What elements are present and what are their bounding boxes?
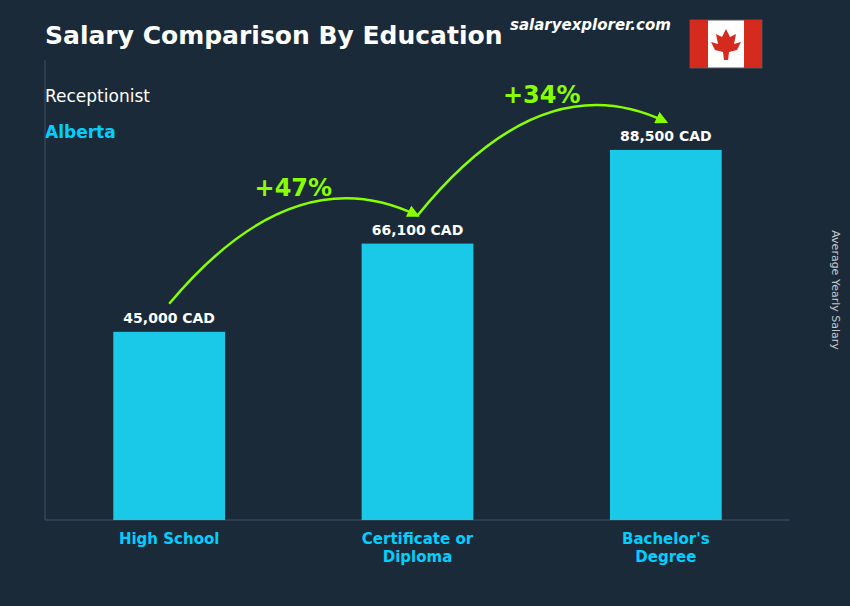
growth-arrow <box>418 105 666 216</box>
chart: Salary Comparison By Education Receptioni… <box>0 0 850 606</box>
title: Salary Comparison By Education <box>45 21 502 50</box>
value-label: 45,000 CAD <box>123 310 215 326</box>
growth-label: +34% <box>503 81 581 109</box>
bar <box>362 244 474 520</box>
x-tick-label-line: Diploma <box>383 548 453 566</box>
bar <box>113 332 225 520</box>
flag-stripe <box>690 20 708 68</box>
growth-label: +47% <box>255 174 333 202</box>
y-axis-label: Average Yearly Salary <box>829 230 842 350</box>
value-label: 88,500 CAD <box>620 128 712 144</box>
subtitle: Alberta <box>45 122 116 142</box>
flag-leaf <box>711 29 741 60</box>
bars <box>113 150 721 520</box>
y-axis-line <box>45 60 46 520</box>
bar <box>610 150 722 520</box>
x-tick-label-line: Certificate or <box>362 530 474 548</box>
flag-field <box>690 20 762 68</box>
flag-stripe <box>744 20 762 68</box>
x-tick-label-line: Degree <box>635 548 696 566</box>
x-tick-label: Certificate orDiploma <box>362 530 474 566</box>
background <box>0 0 850 606</box>
x-tick-label: High School <box>119 530 219 548</box>
x-tick-label-line: High School <box>119 530 219 548</box>
chart-container: Salary Comparison By Education Receptioni… <box>0 0 850 606</box>
subtitle: Receptionist <box>45 86 150 106</box>
x-tick-label-line: Bachelor's <box>622 530 710 548</box>
x-tick-label: Bachelor'sDegree <box>622 530 710 566</box>
growth-arrow <box>169 198 417 304</box>
flag <box>690 20 762 68</box>
value-label: 66,100 CAD <box>372 222 464 238</box>
watermark: salaryexplorer.com <box>510 16 671 34</box>
